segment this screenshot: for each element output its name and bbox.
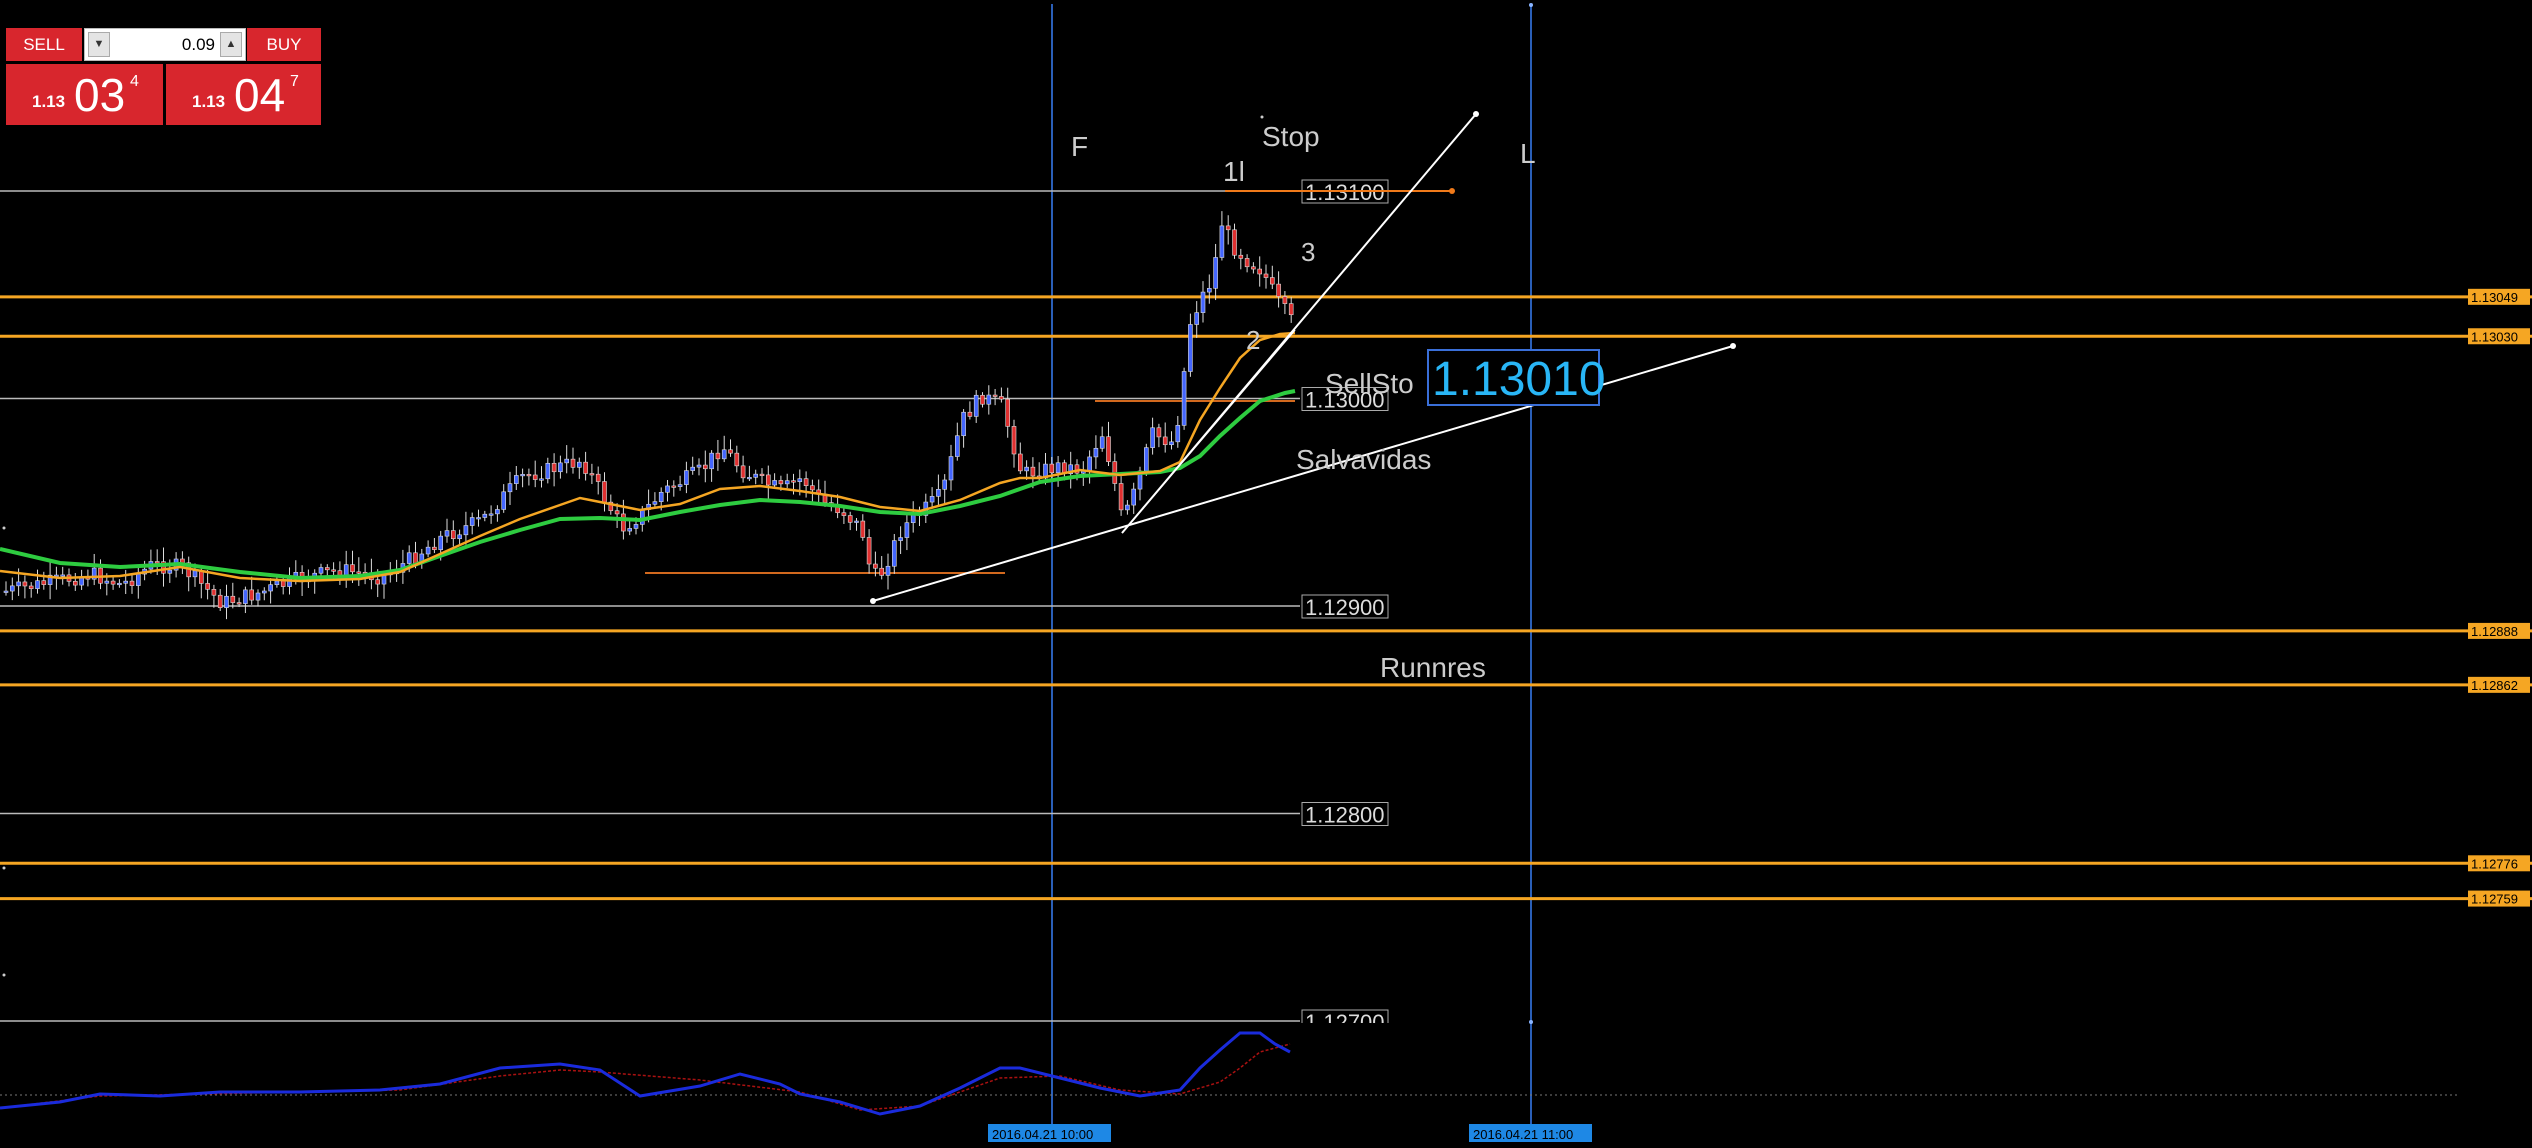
level-line-3[interactable]: 1.12800 [0, 802, 1389, 828]
wave-3-label: 3 [1301, 237, 1315, 267]
level-line-2[interactable]: 1.12900 [0, 594, 1389, 620]
buy-price-pips: 04 [234, 69, 286, 121]
one-click-trading-panel: SELL ▼ ▲ BUY 1.13 03 4 1.13 04 7 [6, 28, 321, 125]
price-tag-text-4: 1.12776 [2471, 856, 2518, 871]
sell-button[interactable]: SELL [6, 28, 82, 61]
price-tag-5: 1.12759 [2468, 890, 2530, 907]
price-tag-4: 1.12776 [2468, 855, 2530, 872]
level-line-4[interactable]: 1.12700 [0, 1009, 1392, 1039]
runners-label: Runnres [1380, 652, 1486, 683]
price-tag-text-0: 1.13049 [2471, 290, 2518, 305]
buy-price-fraction: 7 [290, 73, 299, 90]
lot-increase-button[interactable]: ▲ [220, 32, 242, 57]
buy-button[interactable]: BUY [247, 28, 321, 61]
salvavidas-label: Salvavidas [1296, 444, 1431, 475]
time-tag-2-text: 2016.04.21 11:00 [1473, 1127, 1573, 1142]
wave-1-label: 1l [1223, 156, 1245, 187]
lot-decrease-button[interactable]: ▼ [88, 32, 110, 57]
ema-slow-line[interactable] [0, 389, 1296, 581]
vertical-marker-l[interactable]: L [1520, 3, 1536, 1124]
sell-price-pips: 03 [74, 69, 126, 121]
price-tag-text-1: 1.13030 [2471, 329, 2518, 344]
oscillator-main-line [0, 1031, 1291, 1116]
buy-price-quote[interactable]: 1.13 04 7 [166, 64, 321, 125]
price-tag-text-5: 1.12759 [2471, 892, 2518, 907]
price-tag-2: 1.12888 [2468, 622, 2530, 639]
wave-2-label: 2 [1246, 325, 1260, 355]
price-tag-text-2: 1.12888 [2471, 624, 2518, 639]
lot-size-input[interactable] [113, 29, 215, 60]
sell-stop-price: 1.13010 [1432, 353, 1606, 406]
level-line-1[interactable]: 1.13000 [0, 387, 1389, 413]
sell-price-fraction: 4 [130, 73, 139, 90]
marker-l-label: L [1520, 138, 1536, 169]
trendline-secondary[interactable] [1121, 329, 1296, 534]
marker-f-label: F [1071, 131, 1088, 162]
level-label-2: 1.12900 [1305, 595, 1385, 620]
sell-price-quote[interactable]: 1.13 03 4 [6, 64, 163, 125]
price-tag-3: 1.12862 [2468, 676, 2530, 693]
level-label-0: 1.13100 [1305, 180, 1385, 205]
price-tag-text-3: 1.12862 [2471, 678, 2518, 693]
level-label-1: 1.13000 [1305, 388, 1385, 413]
price-tag-0: 1.13049 [2468, 288, 2530, 305]
buy-price-prefix: 1.13 [192, 92, 226, 111]
stop-label: Stop [1262, 121, 1320, 152]
sell-price-prefix: 1.13 [32, 92, 66, 111]
lot-size-stepper[interactable]: ▼ ▲ [84, 28, 246, 61]
time-tag-1: 2016.04.21 10:00 [988, 1124, 1111, 1142]
time-tag-1-text: 2016.04.21 10:00 [992, 1127, 1093, 1142]
price-tag-1: 1.13030 [2468, 328, 2530, 345]
ema-fast-line[interactable] [0, 331, 1296, 583]
sell-stop-label: SellSto [1325, 368, 1414, 399]
sell-stop-price-box[interactable]: 1.13010 [1427, 349, 1606, 406]
time-tag-2: 2016.04.21 11:00 [1469, 1124, 1592, 1142]
level-label-3: 1.12800 [1305, 803, 1385, 828]
oscillator-panel[interactable] [0, 1031, 2460, 1116]
